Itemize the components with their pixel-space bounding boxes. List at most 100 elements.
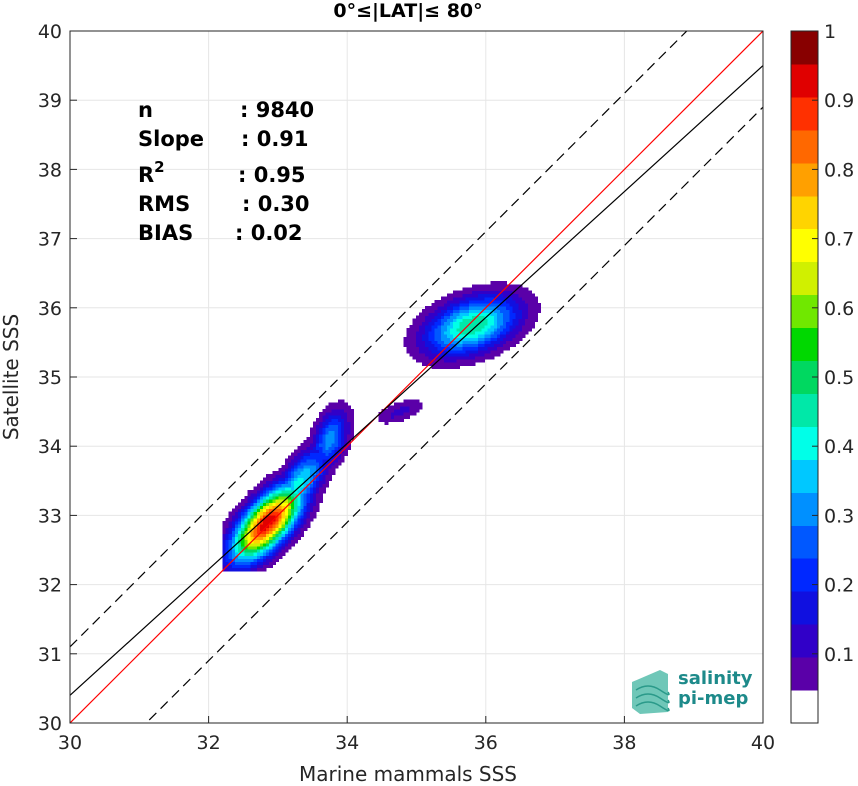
density-cell: [528, 321, 532, 326]
density-cell: [297, 471, 302, 475]
density-cell: [453, 352, 457, 357]
density-cell: [456, 318, 461, 323]
density-cell: [294, 502, 298, 506]
density-cell: [425, 355, 429, 360]
density-cell: [266, 533, 270, 538]
density-cell: [531, 306, 535, 310]
density-cell: [500, 349, 504, 354]
density-cell: [434, 302, 439, 307]
density-cell: [319, 477, 323, 482]
density-cell: [334, 458, 339, 463]
density-cell: [244, 524, 249, 528]
density-cell: [531, 302, 535, 307]
density-cell: [340, 458, 345, 463]
density-cell: [521, 293, 526, 298]
density-cell: [462, 355, 467, 360]
density-cell: [531, 299, 535, 304]
density-cell: [259, 561, 264, 566]
density-cell: [281, 542, 286, 547]
density-cell: [331, 427, 336, 432]
density-cell: [378, 415, 383, 419]
density-cell: [468, 343, 473, 348]
density-cell: [322, 471, 326, 475]
density-cell: [325, 471, 330, 475]
density-cell: [300, 443, 305, 447]
density-cell: [309, 443, 314, 447]
density-cell: [431, 315, 436, 320]
density-cell: [512, 334, 517, 338]
density-cell: [269, 508, 273, 513]
density-cell: [253, 542, 258, 547]
x-axis-label: Marine mammals SSS: [299, 762, 517, 786]
density-cell: [269, 511, 273, 516]
density-cell: [297, 499, 302, 503]
density-cell: [456, 312, 461, 317]
density-cell: [325, 415, 330, 419]
density-cell: [412, 405, 417, 410]
density-cell: [256, 561, 261, 566]
density-cell: [531, 321, 535, 326]
density-cell: [500, 337, 504, 341]
colorbar-segment: [791, 657, 818, 691]
density-cell: [291, 489, 295, 494]
density-cell: [484, 312, 489, 317]
density-cell: [515, 312, 520, 317]
density-cell: [328, 411, 333, 416]
density-cell: [266, 489, 270, 494]
density-cell: [225, 542, 230, 547]
density-cell: [319, 421, 323, 426]
density-cell: [228, 517, 233, 522]
density-cell: [256, 555, 261, 559]
density-cell: [266, 480, 270, 485]
density-cell: [406, 346, 411, 351]
density-cell: [397, 411, 401, 416]
density-cell: [465, 312, 470, 317]
density-cell: [316, 458, 320, 463]
density-cell: [263, 561, 267, 566]
density-cell: [309, 483, 314, 488]
density-cell: [269, 533, 273, 538]
density-cell: [503, 324, 507, 329]
density-cell: [325, 455, 330, 460]
density-cell: [266, 499, 270, 503]
density-cell: [453, 293, 457, 298]
density-cell: [275, 530, 280, 534]
density-cell: [325, 430, 330, 435]
density-cell: [534, 299, 539, 304]
density-cell: [431, 312, 436, 317]
density-cell: [515, 327, 520, 332]
density-cell: [297, 449, 302, 454]
density-cell: [450, 315, 454, 320]
density-cell: [238, 527, 242, 531]
density-cell: [306, 496, 311, 500]
density-cell: [340, 402, 345, 407]
density-cell: [456, 359, 461, 363]
density-cell: [506, 309, 510, 313]
density-cell: [294, 517, 298, 522]
density-cell: [275, 542, 280, 547]
density-cell: [422, 362, 426, 366]
density-cell: [450, 355, 454, 360]
density-cell: [287, 480, 292, 485]
density-cell: [437, 299, 442, 304]
density-cell: [316, 496, 320, 500]
density-cell: [244, 548, 249, 553]
density-cell: [331, 415, 336, 419]
density-cell: [247, 545, 252, 550]
density-cell: [256, 514, 261, 519]
density-cell: [381, 411, 386, 416]
density-cell: [253, 492, 258, 497]
density-cell: [487, 299, 492, 304]
density-cell: [434, 349, 439, 354]
density-cell: [465, 362, 470, 366]
density-cell: [269, 505, 273, 510]
density-cell: [450, 299, 454, 304]
density-cell: [468, 362, 473, 366]
density-cell: [241, 533, 245, 538]
density-cell: [422, 321, 426, 326]
density-cell: [322, 408, 326, 413]
density-cell: [462, 359, 467, 363]
density-cell: [300, 530, 305, 534]
density-cell: [234, 533, 239, 538]
density-cell: [266, 514, 270, 519]
